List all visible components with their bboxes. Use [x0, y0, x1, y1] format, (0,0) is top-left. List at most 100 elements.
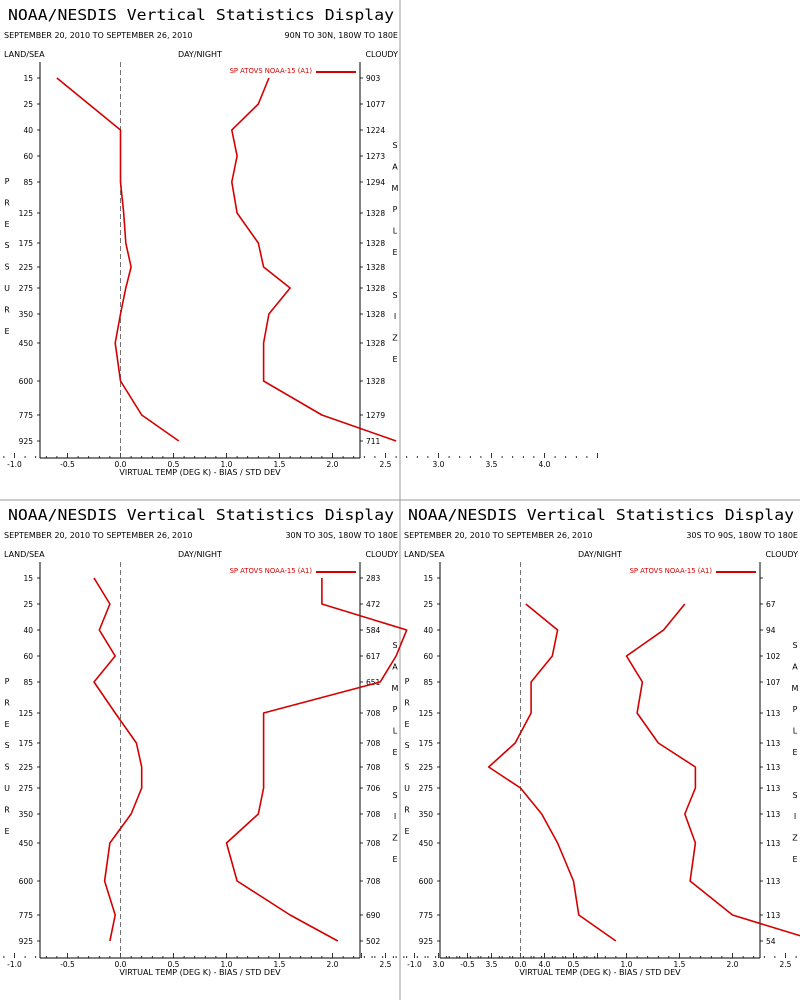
sample-size-value: 1273	[366, 152, 385, 161]
sample-size-value: 283	[366, 574, 381, 583]
pressure-level-label: 40	[23, 626, 33, 635]
chart-panel: NOAA/NESDIS Vertical Statistics Display S…	[3, 6, 598, 477]
x-tick-label: 1.5	[274, 960, 286, 969]
pressure-level-label: 60	[23, 152, 33, 161]
day-night-label: DAY/NIGHT	[178, 50, 222, 59]
land-sea-label: LAND/SEA	[404, 550, 445, 559]
std-dev-series-line	[625, 603, 800, 937]
x-tick-label: -1.0	[7, 460, 22, 469]
land-sea-label: LAND/SEA	[4, 550, 45, 559]
x-tick-label: 0.5	[168, 960, 180, 969]
sample-size-value: 1328	[366, 339, 385, 348]
sample-size-value: 690	[366, 911, 381, 920]
date-range: SEPTEMBER 20, 2010 TO SEPTEMBER 26, 2010	[4, 531, 192, 540]
x-tick-label: -0.5	[60, 460, 75, 469]
sample-size-value: 903	[366, 74, 381, 83]
x-tick-label: -0.5	[60, 960, 75, 969]
sample-size-value: 113	[766, 877, 781, 886]
sample-size-value: 102	[766, 652, 781, 661]
pressure-level-label: 40	[23, 126, 33, 135]
sample-size-value: 67	[766, 600, 776, 609]
pressure-level-label: 175	[419, 739, 434, 748]
sample-size-value: 651	[366, 678, 381, 687]
sample-size-value: 1328	[366, 284, 385, 293]
pressure-level-label: 60	[423, 652, 433, 661]
land-sea-label: LAND/SEA	[4, 50, 45, 59]
date-range: SEPTEMBER 20, 2010 TO SEPTEMBER 26, 2010	[404, 531, 592, 540]
x-tick-label: -1.0	[7, 960, 22, 969]
sample-size-value: 113	[766, 839, 781, 848]
sample-size-value: 1328	[366, 377, 385, 386]
sample-size-value: 708	[366, 763, 381, 772]
x-tick-label: 2.5	[380, 960, 392, 969]
sample-size-value: 1294	[366, 178, 385, 187]
sample-size-value: 1224	[366, 126, 385, 135]
pressure-level-label: 600	[419, 877, 434, 886]
pressure-level-label: 85	[423, 678, 433, 687]
std-dev-series-line	[225, 578, 408, 942]
x-tick-label: 1.0	[221, 960, 233, 969]
x-tick-label: 2.0	[727, 960, 739, 969]
sample-size-value: 708	[366, 877, 381, 886]
sample-size-value: 113	[766, 763, 781, 772]
panel-title: NOAA/NESDIS Vertical Statistics Display	[8, 506, 394, 524]
pressure-level-label: 85	[23, 678, 33, 687]
pressure-level-label: 40	[423, 626, 433, 635]
pressure-level-label: 925	[19, 437, 34, 446]
sample-size-value: 1328	[366, 209, 385, 218]
legend-label: SP ATOVS NOAA-15 (A1)	[230, 67, 313, 75]
cloudy-label: CLOUDY	[365, 50, 398, 59]
pressure-level-label: 775	[419, 911, 434, 920]
pressure-level-label: 275	[419, 784, 434, 793]
x-tick-label: 3.0	[433, 960, 445, 969]
pressure-level-label: 275	[19, 284, 34, 293]
sample-size-value: 706	[366, 784, 381, 793]
sample-size-value: 711	[366, 437, 381, 446]
pressure-level-label: 125	[419, 709, 434, 718]
pressure-level-label: 25	[423, 600, 433, 609]
sample-size-value: 708	[366, 810, 381, 819]
pressure-level-label: 600	[19, 377, 34, 386]
x-tick-label: 2.5	[780, 960, 792, 969]
legend-label: SP ATOVS NOAA-15 (A1)	[230, 567, 313, 575]
x-tick-label: 4.0	[539, 460, 551, 469]
x-tick-label: 0.5	[168, 460, 180, 469]
pressure-level-label: 350	[19, 810, 34, 819]
pressure-level-label: 350	[419, 810, 434, 819]
region-label: 90N TO 30N, 180W TO 180E	[285, 31, 398, 40]
x-tick-label: 3.0	[433, 460, 445, 469]
pressure-level-label: 775	[19, 911, 34, 920]
sample-size-value: 1279	[366, 411, 385, 420]
cloudy-label: CLOUDY	[365, 550, 398, 559]
pressure-level-label: 275	[19, 784, 34, 793]
sample-size-value: 107	[766, 678, 781, 687]
pressure-level-label: 15	[23, 574, 33, 583]
x-tick-label: 0.0	[115, 960, 127, 969]
pressure-level-label: 25	[23, 600, 33, 609]
sample-size-value: 113	[766, 739, 781, 748]
legend-label: SP ATOVS NOAA-15 (A1)	[630, 567, 713, 575]
x-tick-label: 1.0	[621, 960, 633, 969]
sample-size-value: 708	[366, 709, 381, 718]
sample-size-value: 113	[766, 810, 781, 819]
pressure-level-label: 60	[23, 652, 33, 661]
cloudy-label: CLOUDY	[765, 550, 798, 559]
pressure-level-label: 125	[19, 209, 34, 218]
pressure-level-label: 85	[23, 178, 33, 187]
sample-size-value: 1328	[366, 310, 385, 319]
pressure-level-label: 925	[419, 937, 434, 946]
x-tick-label: 0.0	[515, 960, 527, 969]
pressure-level-label: 15	[423, 574, 433, 583]
bias-series-line	[487, 603, 617, 942]
x-tick-label: 0.0	[115, 460, 127, 469]
sample-size-value: 584	[366, 626, 381, 635]
pressure-level-label: 450	[19, 839, 34, 848]
region-label: 30S TO 90S, 180W TO 180E	[686, 531, 798, 540]
pressure-level-label: 350	[19, 310, 34, 319]
region-label: 30N TO 30S, 180W TO 180E	[285, 531, 398, 540]
